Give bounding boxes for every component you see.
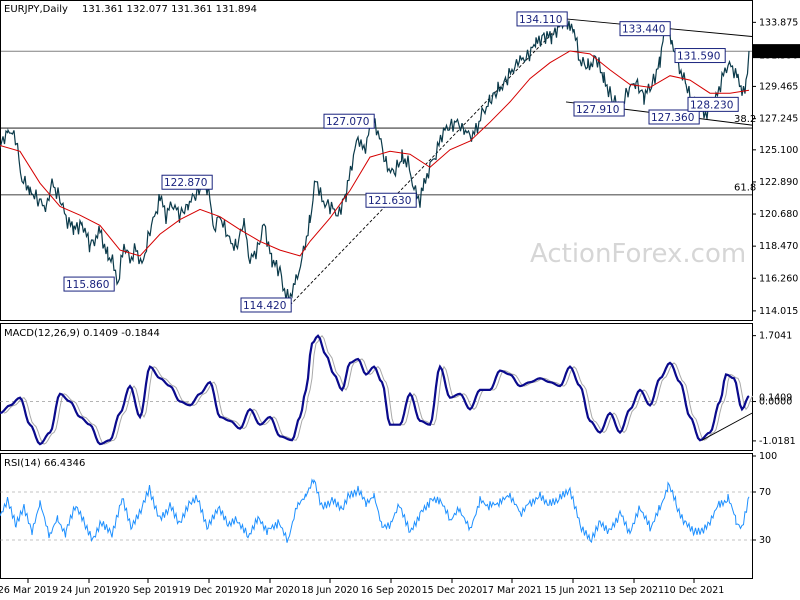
price-tick-label: 122.890 [759,177,798,188]
level-label-text: 127.910 [576,104,619,116]
rsi-title: RSI(14) 66.4346 [4,458,85,469]
level-label-text: 114.420 [243,300,286,312]
level-label-box [648,109,700,125]
price-tick-label: 114.015 [759,306,798,317]
level-label-box [687,96,739,112]
level-label: 127.360 [648,109,700,125]
level-label-box [240,297,292,313]
date-tick-label: 16 Sep 2020 [361,585,421,596]
date-tick-label: 20 Sep 2019 [118,585,178,596]
macd-layer [0,334,754,446]
level-label-box [516,11,568,27]
rsi-tick-label: 30 [759,535,771,546]
date-tick-label: 13 Sep 2021 [604,585,664,596]
level-label: 128.230 [687,96,739,112]
date-tick-label: 18 Jun 2020 [301,585,358,596]
watermark: ActionForex.com [530,239,746,269]
level-label-text: 133.440 [622,24,665,36]
rsi-tick-label: 70 [759,487,771,498]
level-label: 115.860 [63,276,115,292]
date-tick-label: 17 Mar 2021 [482,585,542,596]
date-tick-label: 20 Mar 2020 [240,585,300,596]
level-label: 121.630 [365,192,417,208]
level-label: 131.590 [674,48,726,64]
level-label-text: 134.110 [519,14,562,26]
rsi-line [0,478,750,544]
last-price-text: 131.894 [759,47,800,58]
level-label-text: 121.630 [368,195,411,207]
level-label-box [365,192,417,208]
retracement-label: 61.8 [734,182,756,193]
last-price-badge [753,44,800,59]
date-tick-label: 10 Dec 2021 [664,585,725,596]
macd-trendline [701,412,753,441]
level-label-text: 127.070 [326,116,369,128]
level-label: 114.420 [240,297,292,313]
retracement-label: 38.2 [734,114,756,125]
trendline [289,18,567,306]
rsi-tick-label: 100 [759,451,777,462]
level-label: 134.110 [516,11,568,27]
level-label-text: 115.860 [66,279,109,291]
level-label-box [619,21,671,37]
symbol-label: EURJPY,Daily [4,4,68,15]
date-tick-label: 24 Jun 2019 [60,585,117,596]
price-panel [0,0,753,321]
level-label: 133.440 [619,21,671,37]
macd-tick-label: 1.7041 [759,331,792,342]
price-layer: 134.110 133.440 131.590 127.910 127.360 127.0… [0,11,756,313]
level-label: 122.870 [161,174,213,190]
level-label: 127.070 [323,113,375,129]
level-label-box [323,113,375,129]
date-tick-label: 15 Dec 2020 [422,585,483,596]
price-header: EURJPY,Daily 131.361 132.077 131.361 131… [4,4,257,15]
price-tick-label: 127.245 [759,114,798,125]
level-label-text: 122.870 [164,177,207,189]
price-tick-label: 129.465 [759,81,798,92]
ema-line [0,50,750,257]
date-tick-label: 26 Mar 2019 [0,585,58,596]
level-label-box [161,174,213,190]
rsi-panel [0,453,753,579]
macd-panel [0,323,753,451]
macd-tick-label: -1.0181 [759,436,796,447]
price-tick-label: 118.470 [759,241,798,252]
level-label-text: 131.590 [677,51,720,63]
level-label-box [674,48,726,64]
level-label-text: 128.230 [690,99,733,111]
rsi-layer [0,478,752,544]
date-tick-label: 19 Dec 2019 [179,585,240,596]
macd-current-label: 0.1409 [759,393,792,404]
date-tick-label: 15 Jun 2021 [544,585,601,596]
axis-layer: 133.875 131.590 129.465 127.245 125.100 122.8… [0,17,800,596]
price-tick-label: 125.100 [759,145,798,156]
price-tick-label: 133.875 [759,17,798,28]
level-label: 127.910 [573,101,625,117]
level-label-box [573,101,625,117]
macd-signal-line [3,335,754,445]
level-label-text: 127.360 [651,112,694,124]
price-tick-label: 116.260 [759,273,798,284]
ohlc-header: 131.361 132.077 131.361 131.894 [82,4,257,15]
macd-title: MACD(12,26,9) 0.1409 -0.1844 [4,328,160,339]
macd-tick-label: 0.0000 [759,397,792,408]
level-label-box [63,276,115,292]
macd-line [0,334,750,446]
price-tick-label: 120.680 [759,209,798,220]
